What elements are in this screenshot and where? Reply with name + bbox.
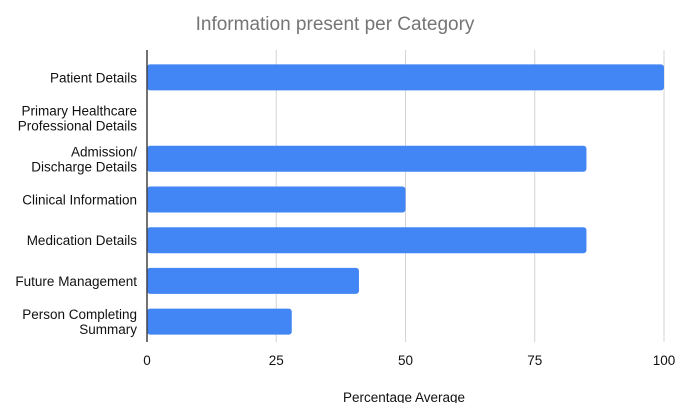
category-label: Summary (79, 322, 137, 337)
category-label: Admission/ (71, 144, 137, 159)
bar (147, 64, 664, 91)
bar (147, 186, 406, 213)
category-label: Clinical Information (22, 193, 137, 208)
x-tick-label: 75 (527, 353, 542, 368)
x-tick-label: 100 (653, 353, 676, 368)
category-labels: Patient Details Primary HealthcareProfess… (15, 70, 137, 337)
bar (147, 267, 359, 294)
category-label: Medication Details (27, 233, 138, 248)
category-label: Patient Details (50, 70, 137, 85)
category-label: Professional Details (18, 119, 138, 134)
chart-title: Information present per Category (196, 14, 475, 35)
bars (147, 64, 664, 335)
bar (147, 145, 587, 172)
category-label: Future Management (15, 274, 137, 289)
category-label: Person Completing (22, 307, 137, 322)
x-axis-title: Percentage Average (343, 390, 465, 403)
bar (147, 227, 587, 254)
x-tick-labels: 0 25 50 75 100 (143, 353, 675, 368)
x-tick-label: 25 (269, 353, 284, 368)
category-label: Discharge Details (31, 159, 137, 174)
x-tick-label: 50 (398, 353, 413, 368)
x-tick-label: 0 (143, 353, 151, 368)
bar (147, 308, 292, 335)
category-label: Primary Healthcare (21, 104, 137, 119)
